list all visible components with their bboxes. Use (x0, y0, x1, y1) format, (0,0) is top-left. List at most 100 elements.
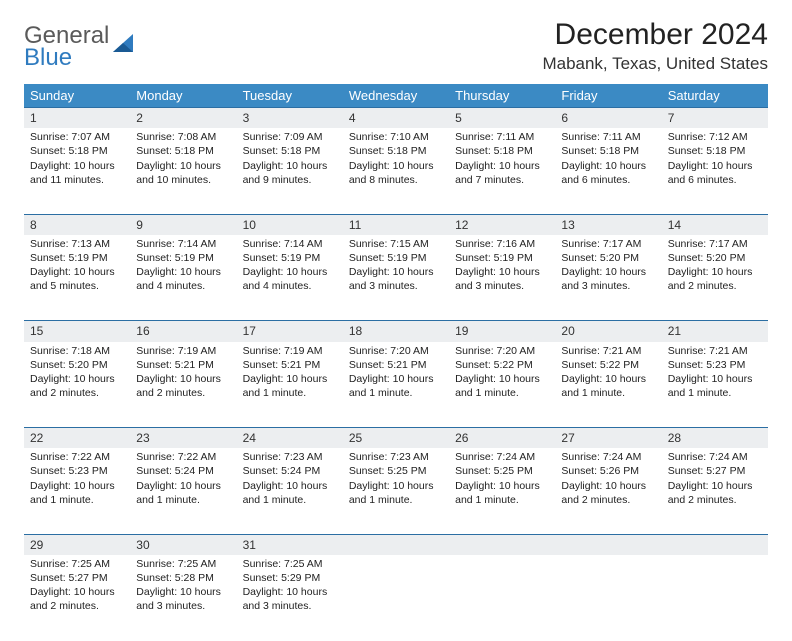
day-cell: Sunrise: 7:17 AMSunset: 5:20 PMDaylight:… (662, 235, 768, 321)
daylight-text: Daylight: 10 hours and 1 minute. (668, 372, 762, 400)
day-number: 18 (343, 321, 449, 342)
empty-day-number (343, 534, 449, 555)
day-number: 26 (449, 428, 555, 449)
empty-day-cell (662, 555, 768, 641)
daylight-text: Daylight: 10 hours and 3 minutes. (455, 265, 549, 293)
daylight-text: Daylight: 10 hours and 8 minutes. (349, 159, 443, 187)
sunset-text: Sunset: 5:23 PM (30, 464, 124, 478)
sunset-text: Sunset: 5:28 PM (136, 571, 230, 585)
day-cell: Sunrise: 7:19 AMSunset: 5:21 PMDaylight:… (237, 342, 343, 428)
day-cell: Sunrise: 7:11 AMSunset: 5:18 PMDaylight:… (449, 128, 555, 214)
day-cell: Sunrise: 7:21 AMSunset: 5:23 PMDaylight:… (662, 342, 768, 428)
day-cell: Sunrise: 7:25 AMSunset: 5:29 PMDaylight:… (237, 555, 343, 641)
day-body-row: Sunrise: 7:07 AMSunset: 5:18 PMDaylight:… (24, 128, 768, 214)
day-cell: Sunrise: 7:23 AMSunset: 5:24 PMDaylight:… (237, 448, 343, 534)
daylight-text: Daylight: 10 hours and 5 minutes. (30, 265, 124, 293)
sunset-text: Sunset: 5:18 PM (561, 144, 655, 158)
day-cell: Sunrise: 7:20 AMSunset: 5:22 PMDaylight:… (449, 342, 555, 428)
daylight-text: Daylight: 10 hours and 2 minutes. (668, 265, 762, 293)
sunset-text: Sunset: 5:18 PM (243, 144, 337, 158)
sunrise-text: Sunrise: 7:25 AM (136, 557, 230, 571)
daylight-text: Daylight: 10 hours and 4 minutes. (243, 265, 337, 293)
day-cell: Sunrise: 7:25 AMSunset: 5:28 PMDaylight:… (130, 555, 236, 641)
day-cell: Sunrise: 7:16 AMSunset: 5:19 PMDaylight:… (449, 235, 555, 321)
day-number: 1 (24, 108, 130, 129)
sunrise-text: Sunrise: 7:22 AM (136, 450, 230, 464)
sunrise-text: Sunrise: 7:15 AM (349, 237, 443, 251)
weekday-header: Friday (555, 84, 661, 108)
sunrise-text: Sunrise: 7:20 AM (349, 344, 443, 358)
sunset-text: Sunset: 5:20 PM (561, 251, 655, 265)
sunset-text: Sunset: 5:27 PM (30, 571, 124, 585)
day-number: 14 (662, 214, 768, 235)
sunset-text: Sunset: 5:19 PM (349, 251, 443, 265)
sunrise-text: Sunrise: 7:23 AM (349, 450, 443, 464)
day-number: 24 (237, 428, 343, 449)
sunset-text: Sunset: 5:21 PM (243, 358, 337, 372)
day-body-row: Sunrise: 7:22 AMSunset: 5:23 PMDaylight:… (24, 448, 768, 534)
weekday-header: Monday (130, 84, 236, 108)
daylight-text: Daylight: 10 hours and 10 minutes. (136, 159, 230, 187)
daylight-text: Daylight: 10 hours and 9 minutes. (243, 159, 337, 187)
day-number: 6 (555, 108, 661, 129)
daylight-text: Daylight: 10 hours and 3 minutes. (243, 585, 337, 613)
day-cell: Sunrise: 7:25 AMSunset: 5:27 PMDaylight:… (24, 555, 130, 641)
sunrise-text: Sunrise: 7:13 AM (30, 237, 124, 251)
sunrise-text: Sunrise: 7:07 AM (30, 130, 124, 144)
sunrise-text: Sunrise: 7:20 AM (455, 344, 549, 358)
sunset-text: Sunset: 5:25 PM (455, 464, 549, 478)
sunset-text: Sunset: 5:21 PM (349, 358, 443, 372)
daylight-text: Daylight: 10 hours and 1 minute. (243, 479, 337, 507)
header: General Blue December 2024 Mabank, Texas… (24, 18, 768, 74)
empty-day-number (449, 534, 555, 555)
sunrise-text: Sunrise: 7:14 AM (243, 237, 337, 251)
daylight-text: Daylight: 10 hours and 1 minute. (349, 372, 443, 400)
weekday-header: Sunday (24, 84, 130, 108)
day-cell: Sunrise: 7:07 AMSunset: 5:18 PMDaylight:… (24, 128, 130, 214)
day-cell: Sunrise: 7:11 AMSunset: 5:18 PMDaylight:… (555, 128, 661, 214)
title-block: December 2024 Mabank, Texas, United Stat… (542, 18, 768, 74)
sunrise-text: Sunrise: 7:23 AM (243, 450, 337, 464)
day-number-row: 22232425262728 (24, 428, 768, 449)
day-number: 25 (343, 428, 449, 449)
empty-day-number (662, 534, 768, 555)
sunset-text: Sunset: 5:19 PM (30, 251, 124, 265)
day-cell: Sunrise: 7:24 AMSunset: 5:26 PMDaylight:… (555, 448, 661, 534)
sunrise-text: Sunrise: 7:11 AM (561, 130, 655, 144)
day-number: 13 (555, 214, 661, 235)
sunset-text: Sunset: 5:18 PM (136, 144, 230, 158)
day-body-row: Sunrise: 7:18 AMSunset: 5:20 PMDaylight:… (24, 342, 768, 428)
sunrise-text: Sunrise: 7:25 AM (243, 557, 337, 571)
day-body-row: Sunrise: 7:13 AMSunset: 5:19 PMDaylight:… (24, 235, 768, 321)
weekday-header: Thursday (449, 84, 555, 108)
sunrise-text: Sunrise: 7:09 AM (243, 130, 337, 144)
sunset-text: Sunset: 5:20 PM (668, 251, 762, 265)
day-cell: Sunrise: 7:20 AMSunset: 5:21 PMDaylight:… (343, 342, 449, 428)
logo-word-blue: Blue (24, 46, 109, 70)
day-number: 17 (237, 321, 343, 342)
day-number: 8 (24, 214, 130, 235)
day-number: 4 (343, 108, 449, 129)
sunset-text: Sunset: 5:23 PM (668, 358, 762, 372)
daylight-text: Daylight: 10 hours and 3 minutes. (136, 585, 230, 613)
month-title: December 2024 (542, 18, 768, 52)
day-number: 16 (130, 321, 236, 342)
sunset-text: Sunset: 5:19 PM (455, 251, 549, 265)
day-number: 11 (343, 214, 449, 235)
daylight-text: Daylight: 10 hours and 2 minutes. (136, 372, 230, 400)
sunrise-text: Sunrise: 7:22 AM (30, 450, 124, 464)
daylight-text: Daylight: 10 hours and 1 minute. (455, 372, 549, 400)
sunrise-text: Sunrise: 7:25 AM (30, 557, 124, 571)
day-cell: Sunrise: 7:15 AMSunset: 5:19 PMDaylight:… (343, 235, 449, 321)
daylight-text: Daylight: 10 hours and 2 minutes. (561, 479, 655, 507)
daylight-text: Daylight: 10 hours and 1 minute. (136, 479, 230, 507)
sunrise-text: Sunrise: 7:10 AM (349, 130, 443, 144)
day-number: 20 (555, 321, 661, 342)
empty-day-cell (449, 555, 555, 641)
day-number-row: 891011121314 (24, 214, 768, 235)
sunset-text: Sunset: 5:19 PM (136, 251, 230, 265)
day-number: 3 (237, 108, 343, 129)
sunrise-text: Sunrise: 7:18 AM (30, 344, 124, 358)
sunset-text: Sunset: 5:29 PM (243, 571, 337, 585)
sunset-text: Sunset: 5:18 PM (668, 144, 762, 158)
